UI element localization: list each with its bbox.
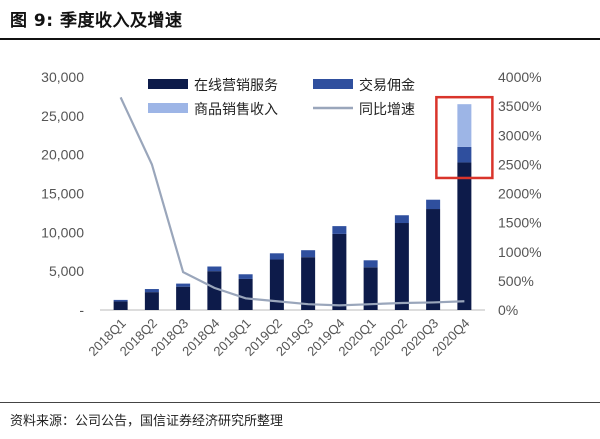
bar-online-marketing xyxy=(426,209,441,310)
yoy-growth-line xyxy=(119,96,465,307)
y-right-tick-label: 2000% xyxy=(498,186,542,202)
legend-yoy-growth-label: 同比增速 xyxy=(359,102,415,118)
y-right-tick-label: 1000% xyxy=(498,244,542,260)
bar-commission xyxy=(144,289,159,293)
y-left-tick-label: 25,000 xyxy=(41,108,84,124)
y-left-tick-label: 5,000 xyxy=(49,263,84,279)
y-left-tick-label: - xyxy=(79,302,84,318)
legend-product-sales-swatch xyxy=(148,103,188,113)
y-right-tick-label: 0% xyxy=(498,302,518,318)
y-right-tick-label: 4000% xyxy=(498,69,542,85)
source-note: 资料来源：公司公告，国信证券经济研究所整理 xyxy=(10,414,284,429)
y-right-tick-label: 1500% xyxy=(498,215,542,231)
y-right-tick-label: 500% xyxy=(498,273,534,289)
title-divider xyxy=(0,38,600,40)
bar-commission xyxy=(332,226,347,234)
bar-product-sales xyxy=(457,104,472,147)
bar-commission xyxy=(301,250,316,258)
bar-online-marketing xyxy=(301,257,316,310)
bar-commission xyxy=(207,266,222,272)
figure-header: 图 9: 季度收入及增速 xyxy=(0,0,600,42)
y-right-tick-label: 3000% xyxy=(498,127,542,143)
y-left-tick-label: 15,000 xyxy=(41,186,84,202)
bar-commission xyxy=(113,299,128,302)
bar-commission xyxy=(394,215,409,224)
bar-online-marketing xyxy=(176,286,191,310)
bar-online-marketing xyxy=(269,259,284,310)
bar-commission xyxy=(363,260,378,268)
y-right-tick-label: 3500% xyxy=(498,98,542,114)
bar-online-marketing xyxy=(457,162,472,310)
bar-commission xyxy=(457,146,472,163)
figure-title: 图 9: 季度收入及增速 xyxy=(10,11,183,31)
legend-commission-label: 交易佣金 xyxy=(359,77,415,94)
legend-online-marketing-swatch xyxy=(148,79,188,89)
y-left-tick-label: 10,000 xyxy=(41,224,84,240)
bar-commission xyxy=(238,274,253,279)
bar-commission xyxy=(426,199,441,210)
bar-online-marketing xyxy=(332,233,347,310)
bar-online-marketing xyxy=(363,267,378,310)
bar-online-marketing xyxy=(113,301,128,310)
source-divider xyxy=(0,402,600,403)
legend-product-sales-label: 商品销售收入 xyxy=(194,102,278,118)
bar-commission xyxy=(269,253,284,260)
bar-online-marketing xyxy=(394,223,409,310)
revenue-chart: - 5,000 10,000 15,000 20,000 25,000 30,000 0% 50… xyxy=(41,69,542,359)
bar-online-marketing xyxy=(144,292,159,310)
y-left-tick-label: 30,000 xyxy=(41,69,84,85)
bar-online-marketing xyxy=(238,278,253,310)
highlight-box xyxy=(435,95,494,180)
bar-commission xyxy=(176,283,191,287)
legend-online-marketing-label: 在线营销服务 xyxy=(194,78,278,94)
y-right-tick-label: 2500% xyxy=(498,156,542,172)
y-left-tick-label: 20,000 xyxy=(41,147,84,163)
legend-commission-swatch xyxy=(313,79,353,89)
bar-online-marketing xyxy=(207,271,222,310)
